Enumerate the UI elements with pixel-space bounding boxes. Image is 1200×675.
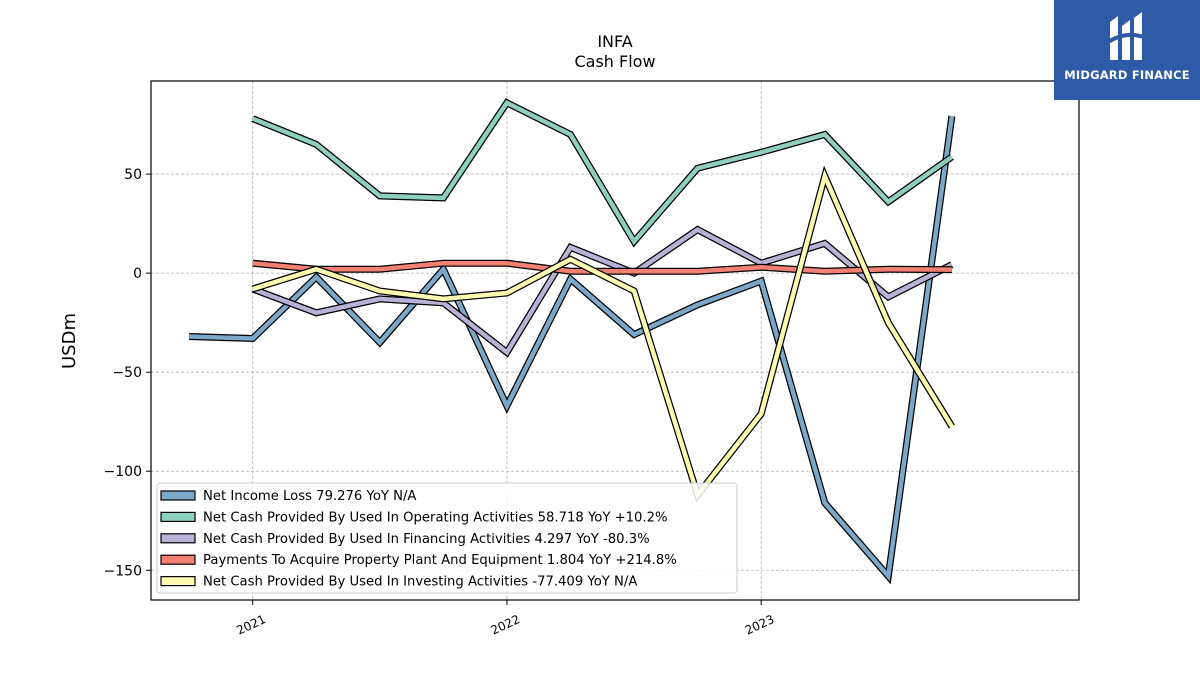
series-line — [252, 169, 954, 500]
brand-name: MIDGARD FINANCE — [1064, 68, 1190, 82]
legend-label: Net Cash Provided By Used In Investing A… — [203, 575, 637, 590]
series-2 — [251, 98, 954, 248]
series-line — [251, 226, 953, 356]
legend-label: Net Cash Provided By Used In Financing A… — [203, 532, 650, 547]
legend-swatch — [160, 490, 196, 501]
series-1 — [188, 115, 956, 585]
series-5 — [251, 165, 955, 503]
series-line — [251, 99, 954, 246]
chart-title: INFA — [597, 32, 632, 51]
legend-label: Payments To Acquire Property Plant And E… — [203, 553, 677, 568]
legend-label: Net Cash Provided By Used In Operating A… — [203, 510, 668, 525]
chart-subtitle: Cash Flow — [574, 52, 655, 71]
x-tick-label: 2021 — [234, 612, 268, 638]
legend-box — [156, 482, 738, 594]
series-3 — [251, 225, 954, 358]
x-tick-label: 2023 — [743, 612, 777, 638]
legend-swatch — [160, 554, 196, 565]
series-lines — [188, 98, 956, 585]
plot-frame — [150, 80, 1080, 601]
series-line — [252, 260, 952, 274]
y-tick-label: −100 — [104, 464, 142, 480]
legend: Net Income Loss 79.276 YoY N/A Net Cash P… — [156, 482, 738, 594]
midgard-logo-icon — [1106, 12, 1147, 60]
series-line-outline — [251, 225, 954, 358]
y-tick-label: −150 — [104, 563, 142, 579]
y-axis-ticks: 50 0 −50 −100 −150 — [104, 167, 151, 579]
brand-logo: MIDGARD FINANCE — [1054, 0, 1200, 100]
x-axis-ticks: 2021 2022 2023 — [234, 600, 776, 638]
x-tick-label: 2022 — [489, 612, 523, 638]
legend-label: Net Income Loss 79.276 YoY N/A — [203, 489, 416, 504]
legend-swatch — [160, 575, 196, 587]
legend-swatch — [160, 511, 196, 523]
legend-swatch — [160, 533, 196, 544]
y-axis-label: USDm — [59, 313, 80, 369]
series-line — [189, 115, 955, 582]
y-tick-label: 0 — [133, 266, 142, 282]
y-tick-label: 50 — [124, 167, 142, 183]
series-4 — [252, 259, 952, 275]
y-tick-label: −50 — [112, 365, 142, 381]
